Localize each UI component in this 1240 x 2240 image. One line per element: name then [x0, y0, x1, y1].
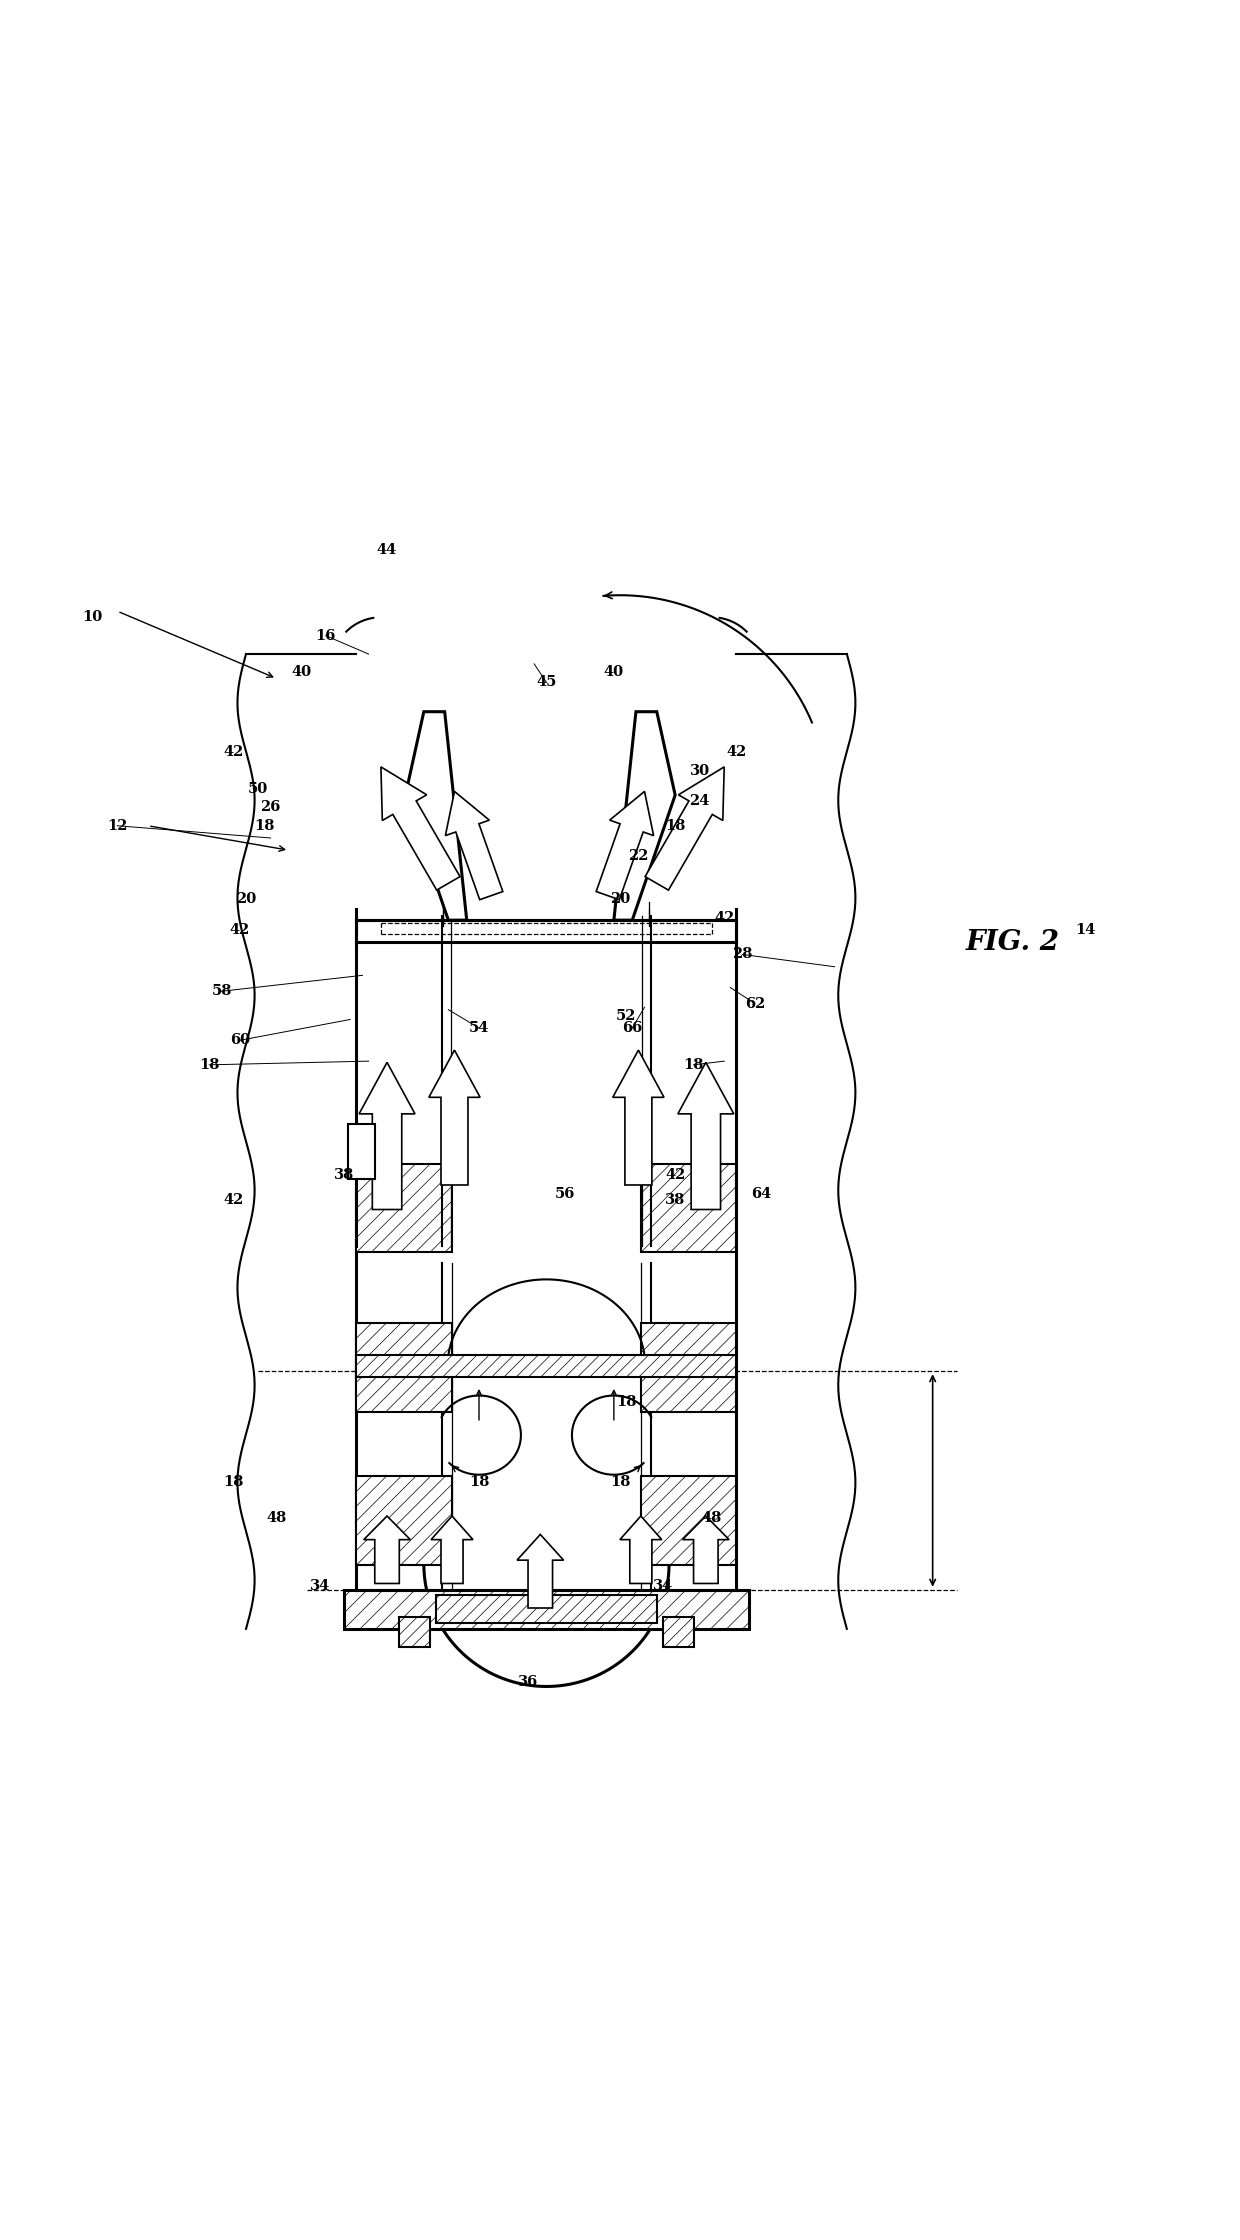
Text: 18: 18 — [223, 1474, 244, 1490]
Text: 64: 64 — [751, 1187, 771, 1201]
Text: 26: 26 — [260, 800, 280, 815]
Text: 60: 60 — [229, 1033, 250, 1048]
Text: 66: 66 — [622, 1021, 642, 1035]
Text: 42: 42 — [727, 746, 746, 759]
Text: 14: 14 — [1076, 923, 1096, 936]
Text: 36: 36 — [518, 1676, 538, 1689]
Text: 50: 50 — [248, 782, 268, 795]
Text: 38: 38 — [665, 1192, 686, 1207]
Text: 42: 42 — [714, 912, 734, 925]
Polygon shape — [429, 1051, 480, 1185]
Polygon shape — [620, 1516, 662, 1584]
Text: 18: 18 — [665, 820, 686, 833]
Text: 40: 40 — [291, 665, 311, 679]
Bar — [663, 1617, 693, 1646]
Bar — [356, 1165, 453, 1252]
Bar — [356, 1324, 453, 1411]
Text: 34: 34 — [310, 1579, 330, 1593]
Text: 40: 40 — [604, 665, 624, 679]
Text: 28: 28 — [733, 948, 753, 961]
Text: 42: 42 — [229, 923, 250, 936]
Bar — [345, 1590, 749, 1628]
Text: 18: 18 — [616, 1396, 636, 1409]
Text: 56: 56 — [554, 1187, 575, 1201]
Polygon shape — [405, 712, 466, 921]
Text: 34: 34 — [652, 1579, 673, 1593]
Polygon shape — [363, 1516, 410, 1584]
Text: 42: 42 — [665, 1169, 686, 1183]
Text: 20: 20 — [236, 892, 257, 907]
Text: FIG. 2: FIG. 2 — [966, 930, 1059, 956]
Polygon shape — [678, 1062, 734, 1210]
Text: 24: 24 — [689, 795, 709, 809]
Bar — [356, 1355, 737, 1378]
Polygon shape — [517, 1534, 564, 1608]
Polygon shape — [360, 1062, 415, 1210]
Text: 48: 48 — [267, 1512, 286, 1525]
Text: 12: 12 — [107, 820, 128, 833]
Polygon shape — [682, 1516, 729, 1584]
Polygon shape — [613, 1051, 663, 1185]
Bar — [356, 1476, 453, 1566]
Text: 22: 22 — [629, 849, 649, 862]
Text: 18: 18 — [254, 820, 274, 833]
Text: 54: 54 — [469, 1021, 490, 1035]
Text: 42: 42 — [223, 746, 244, 759]
Text: 20: 20 — [610, 892, 630, 907]
Text: 48: 48 — [702, 1512, 722, 1525]
Polygon shape — [614, 712, 675, 921]
Polygon shape — [432, 1516, 472, 1584]
Bar — [436, 1595, 657, 1624]
Text: 18: 18 — [610, 1474, 630, 1490]
Text: 30: 30 — [689, 764, 709, 777]
Polygon shape — [445, 791, 503, 900]
Text: 18: 18 — [683, 1057, 704, 1071]
Text: 58: 58 — [211, 983, 232, 999]
Polygon shape — [645, 766, 724, 889]
Bar — [399, 1617, 430, 1646]
Text: 18: 18 — [469, 1474, 490, 1490]
Polygon shape — [381, 766, 460, 889]
Text: 16: 16 — [315, 629, 336, 643]
Polygon shape — [596, 791, 653, 900]
Text: 18: 18 — [200, 1057, 219, 1071]
Text: 42: 42 — [223, 1192, 244, 1207]
Bar — [348, 1124, 376, 1178]
Bar — [641, 1476, 737, 1566]
Text: 62: 62 — [745, 997, 765, 1010]
Bar — [641, 1324, 737, 1411]
Text: 45: 45 — [536, 674, 557, 690]
Text: 38: 38 — [334, 1169, 355, 1183]
Text: 44: 44 — [377, 542, 397, 558]
Text: 52: 52 — [616, 1008, 636, 1024]
Text: 10: 10 — [83, 609, 103, 625]
Bar — [641, 1165, 737, 1252]
